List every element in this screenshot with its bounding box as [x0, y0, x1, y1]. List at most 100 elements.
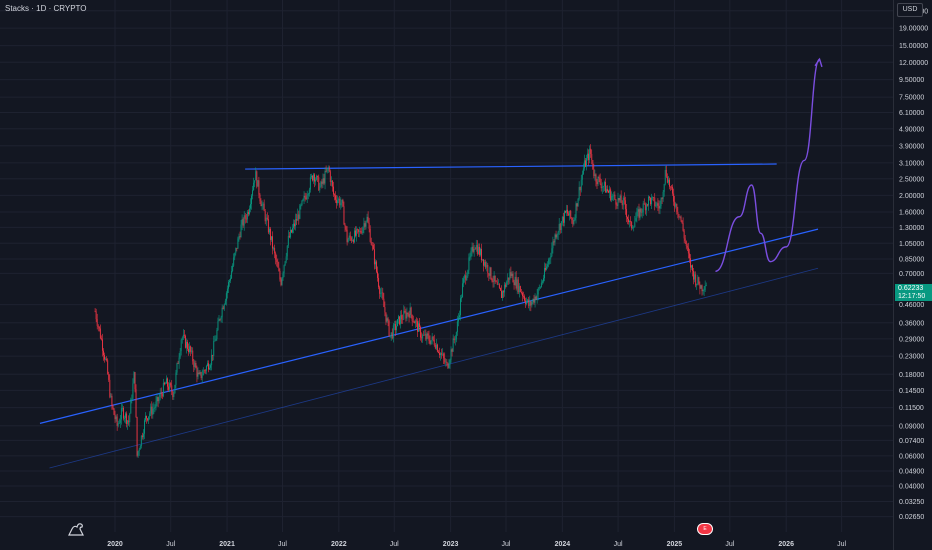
y-tick-label: 6.10000	[899, 110, 924, 117]
candle-body	[652, 197, 654, 198]
candle-body	[256, 171, 258, 187]
candle-body	[456, 321, 458, 333]
candle-body	[674, 201, 676, 207]
candle-body	[373, 249, 375, 265]
candle-body	[475, 245, 477, 250]
earnings-event-icon[interactable]: E	[697, 523, 713, 535]
candle-body	[217, 321, 219, 331]
candle-body	[504, 284, 506, 293]
candle-body	[570, 210, 572, 218]
candle-body	[620, 195, 622, 203]
candle-body	[379, 287, 381, 294]
candle-body	[575, 203, 577, 219]
candle-body	[681, 220, 683, 224]
candle-body	[693, 270, 695, 280]
candle-body	[535, 296, 537, 300]
candle-body	[485, 262, 487, 268]
y-tick-label: 0.23000	[899, 354, 924, 361]
candle-body	[117, 423, 119, 426]
trendline-ascending-support[interactable]	[39, 228, 819, 424]
trendlines[interactable]	[39, 163, 819, 469]
candle-body	[593, 168, 595, 177]
candle-body	[293, 223, 294, 229]
candle-body	[561, 216, 563, 222]
candle-body	[203, 370, 205, 371]
candle-body	[142, 433, 144, 438]
candle-body	[678, 214, 680, 218]
candle-body	[695, 274, 697, 286]
candle-body	[226, 288, 228, 294]
candle-body	[289, 229, 291, 238]
x-axis[interactable]: 2020 Jul 2021 Jul 2022 Jul 2023 Jul 2024 Jul 2025 J…	[107, 541, 846, 548]
candle-body	[313, 174, 314, 181]
candle-body	[278, 267, 280, 271]
candle-body	[679, 216, 681, 218]
candle-body	[616, 204, 618, 206]
candle-body	[327, 167, 329, 168]
candle-body	[611, 195, 613, 201]
candle-body	[320, 181, 322, 187]
candle-body	[597, 176, 599, 185]
candle-body	[100, 338, 102, 340]
y-tick-label: 0.04000	[899, 484, 924, 491]
candle-body	[180, 339, 182, 352]
candle-body	[307, 194, 309, 196]
candle-body	[558, 223, 560, 232]
candle-body	[591, 153, 593, 160]
trendline-upper-resistance[interactable]	[245, 163, 777, 170]
candle-body	[367, 216, 369, 223]
tradingview-logo-icon[interactable]	[68, 522, 84, 541]
candle-body	[492, 281, 494, 282]
candle-body	[661, 198, 663, 200]
candle-body	[179, 351, 181, 358]
y-tick-label: 2.00000	[899, 193, 924, 200]
candle-body	[650, 197, 651, 205]
candle-body	[454, 339, 456, 341]
candle-body	[318, 177, 320, 191]
candle-body	[129, 413, 131, 423]
candle-body	[547, 264, 549, 267]
y-tick-label: 1.30000	[899, 225, 924, 232]
candle-body	[418, 323, 419, 332]
candle-body	[525, 300, 527, 304]
candle-body	[554, 234, 556, 243]
candle-body	[595, 174, 597, 182]
candle-body	[215, 338, 217, 341]
candle-body	[688, 253, 690, 259]
candle-body	[177, 363, 179, 364]
trendline-lower-channel[interactable]	[49, 267, 819, 469]
candle-body	[378, 277, 380, 288]
candle-body	[294, 223, 296, 227]
candle-body	[124, 417, 125, 419]
y-tick-label: 0.02650	[899, 514, 924, 521]
candle-body	[241, 219, 243, 225]
currency-button[interactable]: USD	[897, 3, 923, 17]
candle-body	[150, 406, 152, 414]
candle-body	[188, 348, 189, 353]
candle-body	[412, 321, 414, 322]
candle-body	[476, 245, 478, 254]
candle-body	[202, 370, 204, 376]
candle-body	[265, 217, 267, 222]
candle-body	[353, 230, 355, 243]
candle-body	[552, 241, 554, 249]
candle-body	[261, 204, 263, 207]
candle-body	[314, 174, 315, 182]
candle-body	[497, 284, 499, 285]
forecast-curve[interactable]	[715, 58, 821, 272]
candle-body	[463, 278, 465, 284]
candle-body	[220, 317, 222, 320]
candle-body	[549, 258, 551, 260]
candle-body	[536, 294, 538, 300]
candle-body	[434, 345, 436, 349]
symbol-label[interactable]: Stacks · 1D · CRYPTO	[5, 4, 87, 13]
candle-body	[437, 351, 439, 353]
y-tick-label: 1.60000	[899, 209, 924, 216]
candle-body	[351, 239, 353, 241]
candle-body	[612, 195, 614, 197]
forecast-path[interactable]	[715, 57, 823, 272]
candle-body	[394, 324, 396, 331]
candle-body	[572, 220, 574, 225]
y-axis[interactable]: 24.0000019.0000015.0000012.000009.500007…	[893, 0, 929, 550]
